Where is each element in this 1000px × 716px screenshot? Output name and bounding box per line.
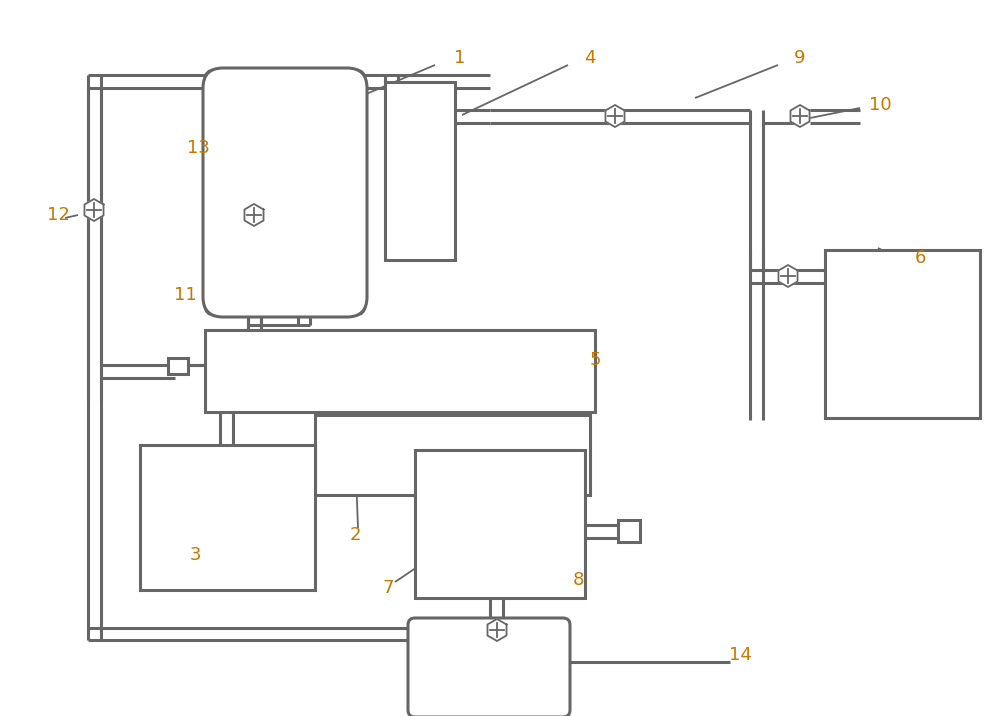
Polygon shape [605,105,625,127]
Text: 3: 3 [189,546,201,564]
Text: 4: 4 [584,49,596,67]
Bar [140,445,315,590]
Polygon shape [487,619,507,641]
Text: 6: 6 [914,249,926,267]
Bar [315,415,590,495]
Text: 7: 7 [382,579,394,597]
Text: 1: 1 [454,49,466,67]
FancyBboxPatch shape [203,68,367,317]
Polygon shape [778,265,798,287]
Text: 2: 2 [349,526,361,544]
Text: 12: 12 [47,206,69,224]
Text: 9: 9 [794,49,806,67]
Bar [415,450,585,598]
Bar [825,250,980,418]
Polygon shape [84,199,104,221]
FancyBboxPatch shape [205,70,365,315]
Bar [385,82,455,260]
Polygon shape [244,204,264,226]
Text: 10: 10 [869,96,891,114]
Bar [618,520,640,542]
Text: 5: 5 [589,351,601,369]
FancyBboxPatch shape [408,618,570,716]
Bar [168,358,188,374]
Polygon shape [790,105,810,127]
Text: 11: 11 [174,286,196,304]
Bar [205,330,595,412]
Text: 8: 8 [572,571,584,589]
Text: 14: 14 [729,646,751,664]
Text: 13: 13 [187,139,209,157]
